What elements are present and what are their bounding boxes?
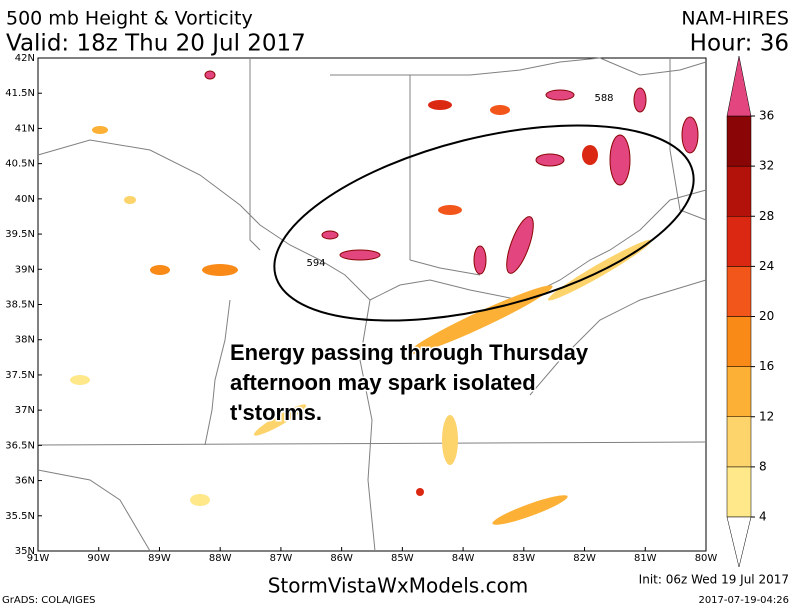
lon-label: 81W (634, 553, 657, 564)
model: NAM-HIRES (681, 8, 789, 30)
lon-label: 86W (330, 553, 353, 564)
lon-label: 80W (695, 553, 718, 564)
lat-label: 40N (15, 194, 35, 205)
lon-label: 91W (27, 553, 50, 564)
valid-time: Valid: 18z Thu 20 Jul 2017 (6, 31, 306, 57)
lat-label: 36N (15, 476, 35, 487)
site: StormVistaWxModels.com (268, 574, 529, 598)
lat-label: 40.5N (5, 159, 35, 170)
colorbar-over (726, 55, 752, 117)
colorbar-label: 36 (759, 109, 774, 123)
contour-label: 594 (306, 258, 325, 269)
annotation: t'storms. (230, 400, 322, 425)
lon-label: 84W (452, 553, 475, 564)
colorbar-label: 32 (759, 159, 774, 173)
lat-label: 37.5N (5, 370, 35, 381)
timestamp: 2017-07-19-04:26 (698, 595, 789, 606)
lon-label: 83W (513, 553, 536, 564)
lat-label: 42N (15, 53, 35, 64)
lat-label: 37N (15, 405, 35, 416)
title: 500 mb Height & Vorticity (6, 8, 253, 30)
colorbar-band (726, 416, 752, 468)
colorbar-label: 16 (759, 359, 774, 373)
forecast-hour: Hour: 36 (690, 31, 789, 57)
annotation: Energy passing through Thursday (230, 340, 589, 365)
init-time: Init: 06z Wed 19 Jul 2017 (639, 573, 789, 587)
lat-label: 35.5N (5, 511, 35, 522)
lon-label: 89W (148, 553, 171, 564)
lat-label: 38.5N (5, 300, 35, 311)
highlight-ellipse (273, 124, 695, 322)
lat-label: 38N (15, 335, 35, 346)
colorbar-band (726, 216, 752, 267)
lat-label: 39N (15, 264, 35, 275)
lon-label: 82W (573, 553, 596, 564)
lon-label: 88W (209, 553, 232, 564)
colorbar-band (726, 466, 752, 518)
colorbar-band (726, 115, 752, 167)
annotation: afternoon may spark isolated (230, 370, 536, 395)
lon-label: 85W (391, 553, 414, 564)
lat-label: 36.5N (5, 440, 35, 451)
lon-label: 90W (87, 553, 110, 564)
lat-label: 39.5N (5, 229, 35, 240)
lat-label: 35N (15, 546, 35, 557)
colorbar-label: 4 (759, 510, 767, 524)
credit: GrADS: COLA/IGES (2, 595, 96, 606)
lat-label: 41N (15, 123, 35, 134)
colorbar-band (726, 266, 752, 317)
colorbar-label: 20 (759, 309, 774, 323)
colorbar-band (726, 366, 752, 417)
colorbar-under (726, 516, 752, 568)
contour-label: 588 (594, 93, 613, 104)
colorbar-label: 8 (759, 459, 767, 473)
state-borders (37, 57, 707, 552)
map-frame (37, 57, 707, 552)
colorbar-label: 28 (759, 209, 774, 223)
colorbar-band (726, 165, 752, 217)
colorbar-label: 24 (759, 259, 774, 273)
lon-label: 87W (270, 553, 293, 564)
lat-label: 41.5N (5, 88, 35, 99)
colorbar-label: 12 (759, 409, 774, 423)
colorbar-band (726, 316, 752, 367)
